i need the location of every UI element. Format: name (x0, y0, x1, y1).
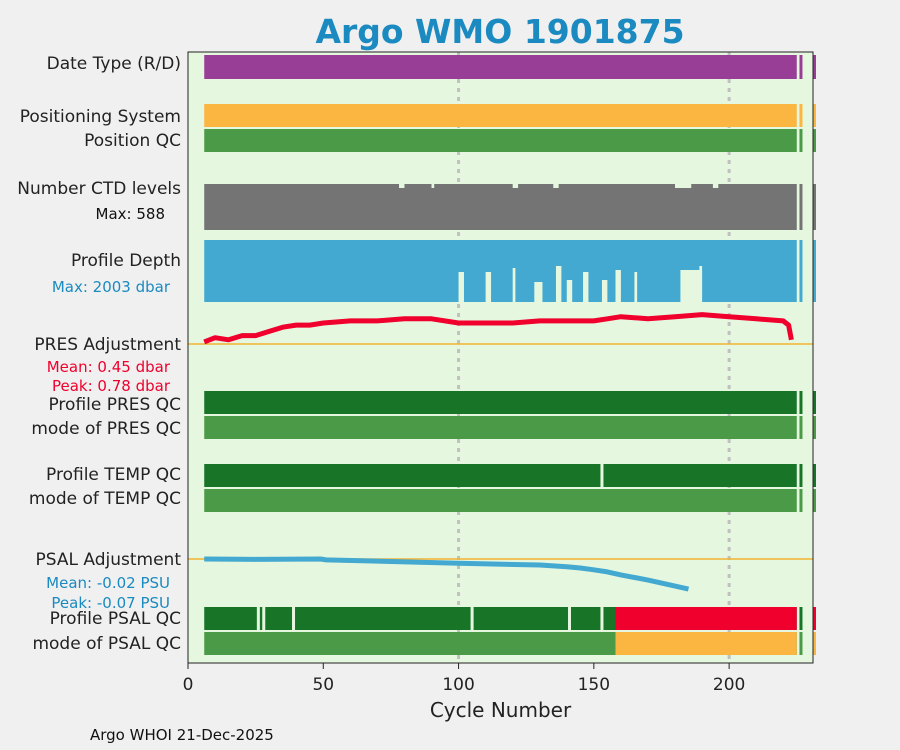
bar-positioning-system-extra-1 (813, 104, 816, 127)
x-tick-label-3: 150 (578, 675, 610, 695)
plot-frame (187, 51, 814, 664)
depth-notch-4 (555, 266, 562, 302)
series-pres-adjustment (203, 312, 794, 345)
bar-profile-psal-qc-extra-0 (799, 607, 803, 630)
series-psal-adjustment (204, 556, 690, 592)
x-axis-label: Cycle Number (430, 698, 572, 722)
note-psal-mean: Mean: -0.02 PSU (46, 574, 170, 592)
ctd-notch-5 (712, 184, 719, 188)
ctd-notch-4 (675, 184, 692, 188)
note-psal-peak: Peak: -0.07 PSU (51, 594, 170, 612)
bar-profile-temp-qc (204, 464, 797, 487)
bar-ctd-levels-extra-1 (813, 184, 816, 230)
row-label-pres-adjustment: PRES Adjustment (34, 335, 181, 355)
depth-notch-9 (634, 272, 638, 302)
bar-positioning-system (204, 104, 797, 127)
depth-notch-11 (688, 282, 697, 302)
depth-notch-8 (615, 270, 621, 302)
ctd-notch-0 (399, 184, 405, 188)
bar-mode-pres-qc-extra-0 (799, 416, 803, 439)
psal-qc-gap-3 (470, 607, 474, 630)
bar-ctd-levels-extra-0 (799, 184, 803, 230)
x-tick-label-0: 0 (183, 675, 194, 695)
psal-qc-gap-1 (262, 607, 266, 630)
row-label-positioning-system: Positioning System (20, 107, 181, 127)
x-tick-label-4: 200 (713, 675, 745, 695)
bar-position-qc-extra-0 (799, 129, 803, 152)
psal-qc-gap-4 (567, 607, 571, 630)
bar-mode-temp-qc (204, 489, 797, 512)
temp-qc-gap-0 (600, 464, 604, 487)
depth-notch-6 (583, 272, 589, 302)
bar-date-type-extra-1 (813, 55, 816, 79)
note-ctd-max: Max: 588 (96, 205, 165, 223)
row-label-profile-depth: Profile Depth (71, 251, 181, 271)
bar-mode-temp-qc-extra-1 (813, 489, 816, 512)
row-label-profile-temp-qc: Profile TEMP QC (46, 465, 181, 485)
row-label-psal-adjustment: PSAL Adjustment (36, 550, 182, 570)
row-label-position-qc: Position QC (84, 131, 181, 151)
ctd-notch-3 (553, 184, 559, 188)
bar-profile-temp-qc-extra-0 (799, 464, 803, 487)
bar-ctd-levels (204, 184, 797, 230)
note-pres-peak: Peak: 0.78 dbar (52, 377, 171, 395)
depth-notch-0 (458, 272, 464, 302)
bar-mode-psal-qc-extra-0 (799, 632, 803, 655)
psal-qc-gap-5 (600, 607, 604, 630)
bar-mode-pres-qc-extra-1 (813, 416, 816, 439)
chart-title: Argo WMO 1901875 (315, 12, 685, 51)
row-label-profile-pres-qc: Profile PRES QC (48, 395, 181, 415)
bar-mode-psal-qc-flag3-extra (813, 632, 816, 655)
bar-profile-pres-qc-extra-1 (813, 391, 816, 414)
bar-profile-temp-qc-extra-1 (813, 464, 816, 487)
ctd-notch-2 (512, 184, 519, 188)
bar-mode-psal-qc-flag3 (615, 632, 797, 655)
bar-profile-depth-extra-1 (813, 240, 816, 302)
depth-notch-12 (699, 266, 703, 302)
bar-mode-temp-qc-extra-0 (799, 489, 803, 512)
bar-profile-depth (204, 240, 797, 302)
depth-notch-2 (512, 268, 516, 302)
row-label-mode-of-pres-qc: mode of PRES QC (31, 419, 181, 439)
bar-date-type-extra-0 (799, 55, 803, 79)
note-pres-mean: Mean: 0.45 dbar (47, 358, 171, 376)
bar-profile-psal-qc-fail (615, 607, 797, 630)
depth-notch-3 (534, 282, 543, 302)
x-tick-label-1: 50 (312, 675, 334, 695)
bar-profile-pres-qc-extra-0 (799, 391, 803, 414)
row-label-profile-psal-qc: Profile PSAL QC (50, 609, 181, 629)
depth-notch-1 (485, 272, 492, 302)
depth-notch-5 (566, 280, 573, 302)
depth-notch-7 (601, 280, 608, 302)
bar-profile-psal-qc-fail-extra (813, 607, 816, 630)
bar-position-qc-extra-1 (813, 129, 816, 152)
row-label-mode-of-psal-qc: mode of PSAL QC (32, 634, 181, 654)
ctd-notch-1 (431, 184, 435, 188)
note-depth-max: Max: 2003 dbar (52, 278, 171, 296)
bar-profile-pres-qc (204, 391, 797, 414)
bar-position-qc (204, 129, 797, 152)
bar-date-type (204, 55, 797, 79)
footer-credit: Argo WHOI 21-Dec-2025 (90, 726, 274, 744)
psal-qc-gap-0 (256, 607, 260, 630)
psal-qc-gap-2 (292, 607, 296, 630)
row-label-number-ctd-levels: Number CTD levels (17, 179, 181, 199)
bar-profile-depth-extra-0 (799, 240, 803, 302)
row-label-date-type-r-d: Date Type (R/D) (47, 54, 181, 74)
x-tick-label-2: 100 (442, 675, 474, 695)
bar-positioning-system-extra-0 (799, 104, 803, 127)
row-label-mode-of-temp-qc: mode of TEMP QC (29, 489, 181, 509)
bar-mode-pres-qc (204, 416, 797, 439)
